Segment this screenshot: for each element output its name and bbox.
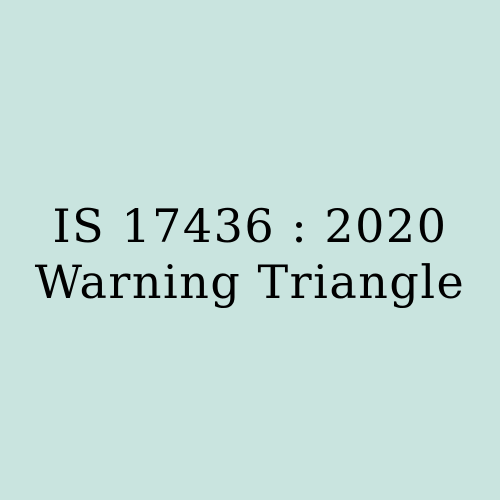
standard-title: Warning Triangle — [34, 255, 466, 309]
title-block: IS 17436 : 2020 Warning Triangle — [0, 198, 500, 310]
standard-number: IS 17436 : 2020 — [52, 199, 448, 253]
